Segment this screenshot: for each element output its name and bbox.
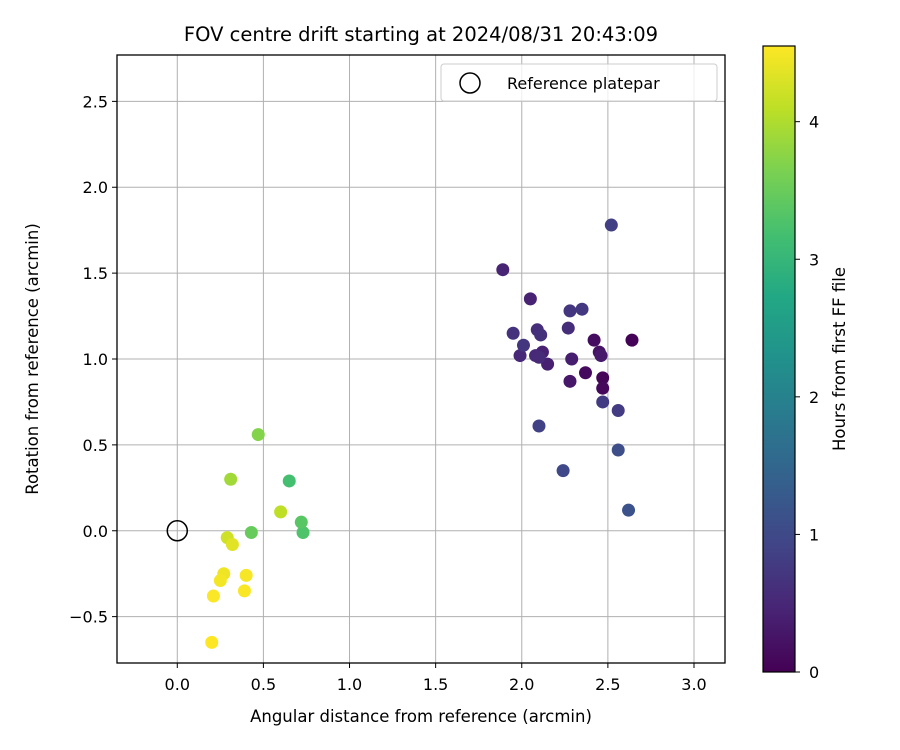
legend: Reference platepar (440, 63, 718, 102)
scatter-point (244, 525, 258, 539)
scatter-point (565, 352, 579, 366)
scatter-point (611, 443, 625, 457)
scatter-point (205, 635, 219, 649)
scatter-point (532, 419, 546, 433)
reference-marker (166, 520, 189, 542)
x-tick-label: 3.0 (681, 675, 706, 694)
scatter-point (206, 589, 220, 603)
y-tick-label: 0.0 (83, 522, 108, 541)
colorbar-tick-label: 0 (809, 663, 819, 682)
scatter-point (596, 395, 610, 409)
colorbar-tick-label: 1 (809, 525, 819, 544)
y-axis-label: Rotation from reference (arcmin) (23, 223, 42, 495)
scatter-point (251, 428, 265, 442)
scatter-point (534, 328, 548, 342)
colorbar-gradient (762, 45, 796, 673)
y-tick-label: −0.5 (69, 608, 108, 627)
scatter-point (224, 472, 238, 486)
legend-box (440, 63, 718, 102)
legend-label-reference: Reference platepar (507, 74, 660, 93)
x-tick-label: 1.5 (423, 675, 448, 694)
colorbar-tick-label: 3 (809, 250, 819, 269)
x-tick-label: 2.0 (509, 675, 534, 694)
scatter-point (611, 404, 625, 418)
y-tick-label: 2.5 (83, 92, 108, 111)
scatter-point (596, 371, 610, 385)
scatter-point (532, 350, 546, 364)
scatter-point (237, 584, 251, 598)
scatter-point (622, 503, 636, 517)
scatter-point (516, 338, 530, 352)
scatter-point (523, 292, 537, 306)
colorbar-label: Hours from first FF file (830, 267, 849, 451)
x-tick-label: 0.0 (165, 675, 190, 694)
y-axis-ticks: −0.5 0.0 0.5 1.0 1.5 2.0 2.5 (69, 92, 117, 627)
x-axis-ticks: 0.0 0.5 1.0 1.5 2.0 2.5 3.0 (165, 663, 707, 694)
y-tick-label: 2.0 (83, 178, 108, 197)
scatter-point (561, 321, 575, 335)
x-tick-label: 1.0 (337, 675, 362, 694)
scatter-point (296, 525, 310, 539)
colorbar-tick-label: 2 (809, 388, 819, 407)
chart-title: FOV centre drift starting at 2024/08/31 … (184, 23, 658, 46)
scatter-point (563, 374, 577, 388)
scatter-point (625, 333, 639, 347)
scatter-point (594, 349, 608, 363)
y-tick-label: 1.0 (83, 350, 108, 369)
y-tick-label: 1.5 (83, 264, 108, 283)
x-axis-label: Angular distance from reference (arcmin) (250, 707, 592, 726)
scatter-point (294, 515, 308, 529)
y-tick-label: 0.5 (83, 436, 108, 455)
colorbar-tick-label: 4 (809, 113, 819, 132)
scatter-point (506, 326, 520, 340)
scatter-point (282, 474, 296, 488)
colorbar-ticks: 0 1 2 3 4 (795, 113, 819, 682)
scatter-point (239, 568, 253, 582)
scatter-point (563, 304, 577, 318)
grid-lines (117, 55, 725, 663)
data-points (205, 218, 639, 649)
scatter-point (604, 218, 618, 232)
scatter-point (575, 302, 589, 316)
scatter-point (578, 366, 592, 380)
scatter-point (513, 349, 527, 363)
scatter-point (587, 333, 601, 347)
colorbar: 0 1 2 3 4 Hours from first FF file (762, 45, 849, 682)
scatter-point (556, 464, 570, 478)
scatter-point (274, 505, 288, 519)
x-tick-label: 2.5 (595, 675, 620, 694)
scatter-point (225, 537, 239, 551)
scatter-point (596, 381, 610, 395)
legend-marker-reference (459, 72, 481, 94)
scatter-point (213, 574, 227, 588)
scatter-point (496, 263, 510, 277)
x-tick-label: 0.5 (251, 675, 276, 694)
